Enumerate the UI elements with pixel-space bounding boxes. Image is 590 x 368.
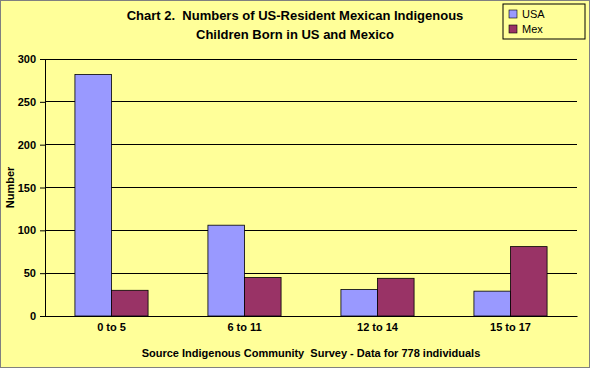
y-tick-label: 200 (18, 139, 36, 151)
grid-line (45, 273, 577, 274)
legend-item: USA (509, 8, 545, 20)
y-tick-mark (40, 230, 45, 231)
y-tick: 50 (24, 267, 45, 279)
y-tick: 300 (18, 53, 45, 65)
legend-swatch (509, 25, 517, 33)
legend-label: USA (522, 8, 545, 20)
grid-line (45, 59, 577, 60)
series-0 (75, 74, 511, 316)
y-axis: 0 50 100 150 200 250 300 (18, 53, 46, 322)
plot-area (45, 59, 577, 316)
legend-item: Mex (509, 23, 543, 35)
x-axis-title: Source Indigenous Community Survey - Dat… (142, 347, 481, 359)
x-tick: 12 to 14 (357, 316, 399, 333)
x-axis-line (46, 316, 578, 317)
x-tick-label: 6 to 11 (227, 321, 261, 333)
y-tick-label: 300 (18, 53, 36, 65)
bar (474, 291, 511, 316)
x-tick: 15 to 17 (490, 316, 531, 333)
legend-swatch (509, 10, 517, 18)
y-axis-title: Number (4, 166, 16, 208)
x-tick-label: 12 to 14 (357, 321, 399, 333)
y-tick-mark (40, 273, 45, 274)
x-tick: 0 to 5 (97, 316, 126, 333)
y-tick-mark (40, 59, 45, 60)
bar (75, 74, 112, 316)
title: Children Born in US and Mexico (196, 27, 394, 42)
y-axis-line (40, 60, 46, 317)
x-tick: 6 to 11 (227, 316, 261, 333)
bar (245, 277, 282, 316)
grid (45, 59, 577, 316)
title: Chart 2. Numbers of US-Resident Mexican … (127, 8, 464, 23)
plot: 0 50 100 150 200 250 300 0 to 5 6 to 11 12 to 14 1… (18, 53, 578, 333)
chart: 0 50 100 150 200 250 300 0 to 5 6 to 11 12 to 14 1… (0, 0, 590, 368)
legend-box (503, 4, 585, 39)
y-tick: 200 (18, 139, 45, 151)
y-tick-mark (40, 316, 45, 317)
legend-label: Mex (522, 23, 543, 35)
y-tick: 250 (18, 96, 45, 108)
y-tick: 100 (18, 224, 45, 236)
bar (378, 278, 415, 316)
y-tick-label: 100 (18, 224, 36, 236)
bar (208, 225, 245, 316)
bar (511, 247, 548, 316)
bars (75, 74, 547, 316)
series-1 (112, 247, 548, 316)
y-tick-label: 50 (24, 267, 36, 279)
grid-line (45, 101, 577, 102)
chart-area (1, 1, 590, 368)
y-tick: 150 (18, 182, 45, 194)
grid-line (45, 230, 577, 231)
x-tick-label: 15 to 17 (490, 321, 531, 333)
bar (112, 290, 149, 316)
x-tick-label: 0 to 5 (97, 321, 126, 333)
grid-line (45, 187, 577, 188)
y-tick-mark (40, 188, 45, 189)
y-tick-label: 0 (30, 310, 36, 322)
bar (341, 289, 378, 316)
y-tick: 0 (30, 310, 45, 322)
y-tick-label: 250 (18, 96, 36, 108)
legend: USA Mex (503, 4, 585, 39)
y-tick-mark (40, 145, 45, 146)
grid-line (45, 144, 577, 145)
x-axis: 0 to 5 6 to 11 12 to 14 15 to 17 (46, 316, 578, 333)
y-tick-mark (40, 102, 45, 103)
y-tick-label: 150 (18, 182, 36, 194)
